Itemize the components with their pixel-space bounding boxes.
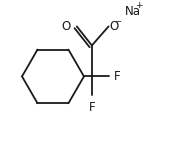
Text: Na: Na [124, 5, 141, 18]
Text: F: F [114, 70, 121, 83]
Text: +: + [135, 1, 142, 10]
Text: F: F [89, 101, 95, 114]
Text: O: O [61, 20, 71, 33]
Text: O: O [109, 20, 119, 33]
Text: −: − [114, 17, 121, 26]
